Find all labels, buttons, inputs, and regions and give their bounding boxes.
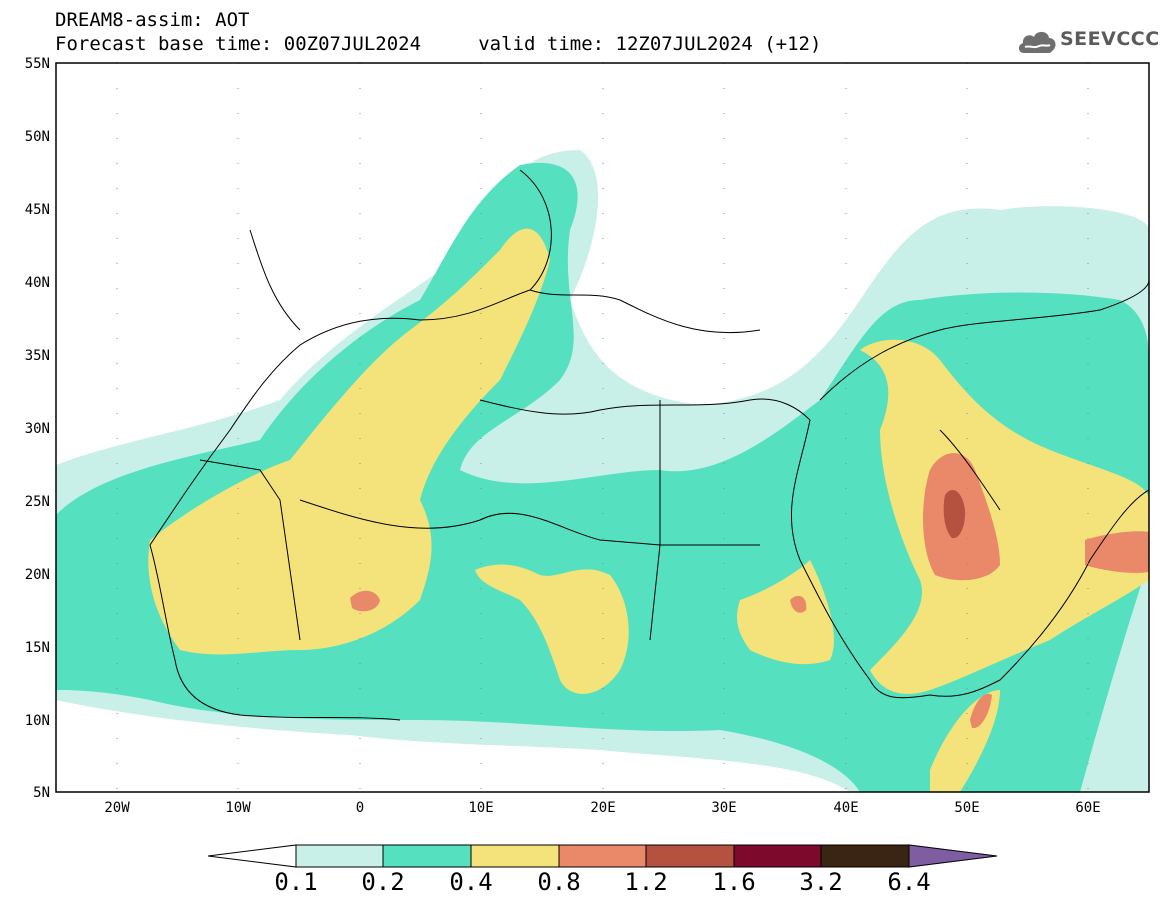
- colorbar-high-arrow: [908, 844, 998, 868]
- colorbar-label: 0.8: [537, 868, 581, 896]
- lon-axis: 20W 10W 0 10E 20E 30E 40E 50E 60E: [104, 800, 1100, 816]
- lat-label: 5N: [33, 785, 50, 801]
- lon-label: 30E: [711, 800, 736, 816]
- colorbar-bin: [645, 844, 735, 868]
- aot-band-0.8-d: [970, 693, 992, 729]
- aot-band-1.2: [943, 490, 966, 539]
- map-frame: [55, 62, 1150, 793]
- colorbar-bin: [295, 844, 384, 868]
- colorbar: [207, 844, 998, 868]
- lat-label: 15N: [25, 640, 50, 656]
- lat-label: 20N: [25, 567, 50, 583]
- logo-text: SEEVCCC: [1060, 28, 1160, 50]
- forecast-time-line: Forecast base time: 00Z07JUL2024 valid t…: [55, 33, 822, 55]
- aot-band-0.4-c: [475, 564, 629, 694]
- colorbar-label: 0.2: [361, 868, 405, 896]
- colorbar-bin: [558, 844, 647, 868]
- aot-band-0.8-c: [350, 590, 380, 612]
- lat-label: 45N: [25, 202, 50, 218]
- lon-label: 40E: [833, 800, 858, 816]
- lat-axis: 55N 50N 45N 40N 35N 30N 25N 20N 15N 10N …: [25, 56, 50, 801]
- lat-label: 50N: [25, 129, 50, 145]
- colorbar-label: 0.4: [449, 868, 493, 896]
- lon-label: 50E: [954, 800, 979, 816]
- aot-band-0.8-e: [790, 595, 807, 613]
- aot-band-0.4-b: [860, 339, 1149, 694]
- colorbar-bin: [382, 844, 472, 868]
- seevccc-logo: SEEVCCC: [1016, 25, 1159, 59]
- coastlines: [149, 169, 1149, 721]
- map-title: DREAM8-assim: AOT: [55, 9, 250, 31]
- colorbar-label: 6.4: [887, 868, 931, 896]
- colorbar-bin: [733, 844, 822, 868]
- lon-label: 20W: [104, 800, 130, 816]
- lat-label: 35N: [25, 348, 50, 364]
- colorbar-label: 0.1: [274, 868, 318, 896]
- lat-label: 25N: [25, 494, 50, 510]
- colorbar-label: 1.6: [712, 868, 756, 896]
- lat-label: 55N: [25, 56, 50, 72]
- lat-label: 40N: [25, 275, 50, 291]
- lon-label: 20E: [590, 800, 615, 816]
- lon-label: 60E: [1075, 800, 1100, 816]
- colorbar-bin: [470, 844, 560, 868]
- colorbar-label: 3.2: [799, 868, 843, 896]
- lon-label: 10W: [225, 800, 251, 816]
- colorbar-bin: [820, 844, 910, 868]
- lon-label: 10E: [468, 800, 493, 816]
- colorbar-label: 1.2: [624, 868, 668, 896]
- aot-band-0.8-b: [1085, 531, 1149, 573]
- lat-label: 30N: [25, 421, 50, 437]
- aot-band-0.4: [148, 228, 550, 655]
- aot-band-0.4-d: [737, 560, 834, 665]
- lat-label: 10N: [25, 713, 50, 729]
- cloud-icon: [1018, 31, 1056, 53]
- lon-label: 0: [356, 800, 364, 816]
- colorbar-low-arrow: [207, 844, 297, 868]
- aot-field: [56, 150, 1149, 792]
